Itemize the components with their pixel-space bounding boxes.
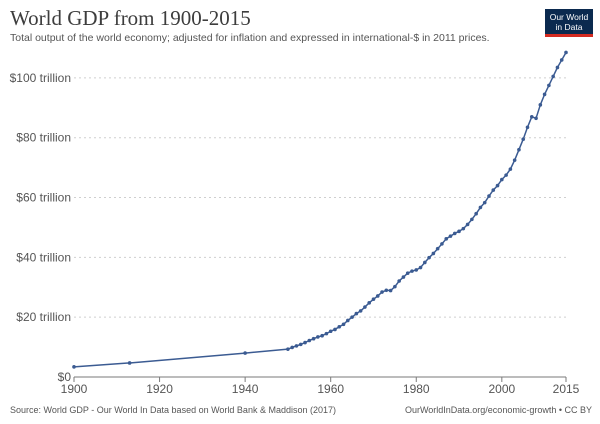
source-url-link[interactable]: OurWorldInData.org/economic-growth • CC … <box>404 405 592 415</box>
data-point <box>452 231 457 236</box>
data-point <box>521 137 526 142</box>
data-point <box>337 324 342 329</box>
data-point <box>303 340 307 345</box>
data-point <box>538 103 543 107</box>
axes: $0 $20 trillion $40 trillion $60 trillion $8… <box>10 71 580 396</box>
data-point <box>517 147 521 152</box>
data-point <box>465 222 470 227</box>
data-point <box>307 338 312 343</box>
data-point <box>525 125 530 130</box>
data-point <box>354 311 359 316</box>
source-note: Source: World GDP - Our World In Data ba… <box>10 405 336 415</box>
data-point <box>410 269 414 273</box>
data-point <box>298 342 303 347</box>
data-point <box>504 173 508 177</box>
data-point <box>555 65 560 70</box>
owid-logo[interactable]: Our World in Data <box>545 9 593 37</box>
chart-title: World GDP from 1900-2015 <box>10 6 251 30</box>
y-tick-label: $20 trillion <box>16 310 71 324</box>
data-point <box>346 318 350 323</box>
data-point <box>457 229 461 234</box>
data-point <box>491 188 496 192</box>
x-tick-label: 1980 <box>403 382 430 396</box>
data-point <box>333 327 337 332</box>
data-point <box>127 361 132 365</box>
data-point <box>294 344 299 348</box>
series-world-gdp <box>72 50 568 369</box>
x-tick-label: 1920 <box>146 382 173 396</box>
x-tick-label: 1900 <box>61 382 88 396</box>
data-point <box>405 271 410 276</box>
y-tick-label: $0 <box>58 370 72 384</box>
y-tick-label: $60 trillion <box>16 191 71 205</box>
data-point <box>470 217 474 222</box>
data-point <box>414 268 419 272</box>
chart-subtitle: Total output of the world economy; adjus… <box>10 32 490 44</box>
x-tick-label: 1960 <box>317 382 344 396</box>
data-point <box>401 275 406 279</box>
grid <box>74 77 566 318</box>
y-tick-label: $80 trillion <box>16 131 71 145</box>
series-line-world-gdp <box>73 52 567 368</box>
data-point <box>542 92 547 97</box>
data-point <box>529 114 534 119</box>
data-point <box>444 237 449 241</box>
data-point <box>328 329 333 334</box>
data-point <box>286 347 290 351</box>
data-point <box>358 309 363 313</box>
data-point <box>559 58 564 62</box>
data-point <box>393 284 397 289</box>
data-point <box>320 333 324 338</box>
data-point <box>423 260 427 265</box>
data-point <box>397 279 401 283</box>
data-point <box>534 116 538 121</box>
data-point <box>440 242 444 246</box>
data-point <box>350 315 354 319</box>
data-point <box>375 294 380 298</box>
data-point <box>427 255 431 260</box>
x-tick-label: 2000 <box>488 382 515 396</box>
data-point <box>495 183 500 188</box>
logo-line-2: in Data <box>555 22 583 32</box>
data-point <box>482 200 487 205</box>
data-point <box>487 194 491 198</box>
data-point <box>341 322 346 327</box>
data-point <box>72 365 76 369</box>
data-point <box>478 205 483 210</box>
data-point <box>316 335 320 339</box>
data-point <box>551 74 555 79</box>
data-point <box>380 290 384 294</box>
data-point <box>418 265 423 270</box>
data-point <box>324 331 329 336</box>
data-point <box>363 305 367 309</box>
x-tick-label: 2015 <box>553 382 580 396</box>
data-point <box>564 50 568 55</box>
y-tick-label: $40 trillion <box>16 250 71 264</box>
y-tick-label: $100 trillion <box>10 71 71 85</box>
data-point <box>512 158 517 162</box>
data-point <box>448 234 453 238</box>
data-point <box>384 288 389 293</box>
x-tick-label: 1940 <box>232 382 259 396</box>
data-point <box>500 177 504 182</box>
data-point <box>311 336 316 341</box>
data-point <box>290 345 294 350</box>
data-point <box>431 251 436 256</box>
data-point <box>371 297 376 302</box>
data-point <box>461 226 466 231</box>
data-point <box>367 301 372 305</box>
data-point <box>388 288 393 293</box>
logo-line-1: Our World <box>549 12 589 22</box>
data-point <box>508 167 513 171</box>
data-point <box>435 246 440 251</box>
data-point <box>243 351 247 355</box>
data-point <box>547 83 551 88</box>
data-point <box>474 211 478 216</box>
